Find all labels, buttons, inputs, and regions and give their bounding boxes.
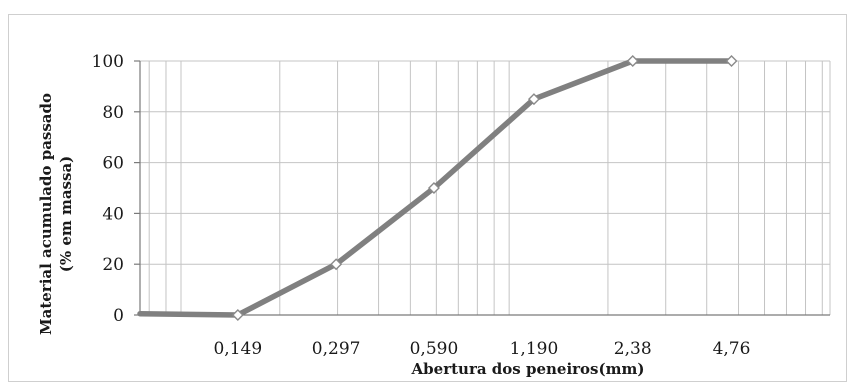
x-tick-label: 0,149 xyxy=(213,339,262,359)
y-tick-label: 20 xyxy=(102,255,124,275)
x-tick-label: 0,297 xyxy=(312,339,361,359)
x-tick-labels: 0,149 0,297 0,590 1,190 2,38 4,76 xyxy=(213,339,750,359)
axes xyxy=(134,60,830,316)
data-point-marker xyxy=(427,182,440,194)
data-point-marker xyxy=(330,258,343,271)
series xyxy=(137,55,738,321)
y-tick-labels: 0 20 40 60 80 100 xyxy=(92,52,124,326)
data-point-marker xyxy=(626,55,639,67)
data-point-marker xyxy=(231,309,244,321)
x-tick-label: 4,76 xyxy=(713,339,751,359)
grid xyxy=(140,60,831,315)
y-tick-label: 100 xyxy=(92,52,124,72)
data-point-marker xyxy=(527,93,540,106)
y-axis-label-line-2: (% em massa) xyxy=(57,156,75,273)
x-tick-label: 1,190 xyxy=(510,339,559,359)
x-axis-label: Abertura dos peneiros(mm) xyxy=(411,360,645,378)
x-tick-label: 2,38 xyxy=(614,339,652,359)
y-tick-label: 80 xyxy=(102,103,124,123)
y-tick-label: 0 xyxy=(113,306,124,326)
y-tick-label: 60 xyxy=(102,154,124,174)
y-tick-label: 40 xyxy=(102,204,124,224)
y-axis-label-line-1: Material acumulado passado xyxy=(37,93,55,335)
data-point-marker xyxy=(725,55,738,67)
x-tick-label: 0,590 xyxy=(410,339,459,359)
